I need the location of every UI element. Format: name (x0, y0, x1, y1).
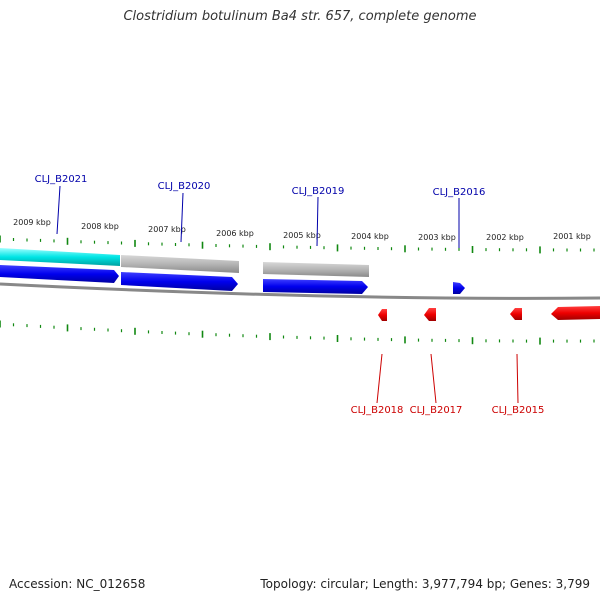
gene-label-b2021[interactable]: CLJ_B2021 (35, 174, 88, 185)
topology-text: Topology: circular; Length: 3,977,794 bp… (260, 577, 590, 591)
forward-cds-4[interactable] (453, 282, 465, 294)
kbp-label-2001: 2001 kbp (553, 232, 591, 241)
forward-cds-1[interactable] (0, 265, 119, 283)
kbp-label-2002: 2002 kbp (486, 233, 524, 242)
kbp-label-2004: 2004 kbp (351, 232, 389, 241)
genome-backbone (0, 282, 600, 300)
forward-cds-3[interactable] (263, 279, 368, 294)
upper-ruler-ticks (0, 235, 595, 254)
gray-feature-1[interactable] (121, 255, 239, 273)
leader-line-b2021 (56, 185, 61, 235)
gene-label-b2019[interactable]: CLJ_B2019 (292, 186, 345, 197)
gene-label-b2015[interactable]: CLJ_B2015 (492, 405, 545, 416)
leader-line-b2018 (376, 353, 383, 404)
gene-label-b2018[interactable]: CLJ_B2018 (351, 405, 404, 416)
forward-cds-2[interactable] (121, 272, 238, 291)
kbp-label-2005: 2005 kbp (283, 231, 321, 240)
kbp-label-2007: 2007 kbp (148, 225, 186, 234)
gray-feature-2[interactable] (263, 262, 369, 277)
cyan-feature[interactable] (0, 248, 120, 266)
reverse-cds-3[interactable] (510, 308, 522, 320)
leader-line-b2017 (430, 353, 437, 404)
accession-text: Accession: NC_012658 (9, 577, 146, 591)
gene-label-b2017[interactable]: CLJ_B2017 (410, 405, 463, 416)
lower-ruler-ticks (0, 320, 595, 345)
leader-line-b2019 (316, 196, 319, 247)
map-title: Clostridium botulinum Ba4 str. 657, comp… (123, 9, 477, 24)
gene-label-b2020[interactable]: CLJ_B2020 (158, 181, 211, 192)
kbp-label-2008: 2008 kbp (81, 222, 119, 231)
leader-line-b2015 (516, 353, 519, 404)
gene-label-b2016[interactable]: CLJ_B2016 (433, 187, 486, 198)
leader-line-b2020 (180, 192, 184, 243)
reverse-cds-1[interactable] (378, 309, 387, 321)
kbp-label-2009: 2009 kbp (13, 218, 51, 227)
reverse-cds-4[interactable] (551, 306, 600, 320)
kbp-label-2006: 2006 kbp (216, 229, 254, 238)
kbp-label-2003: 2003 kbp (418, 233, 456, 242)
reverse-cds-2[interactable] (424, 308, 436, 321)
